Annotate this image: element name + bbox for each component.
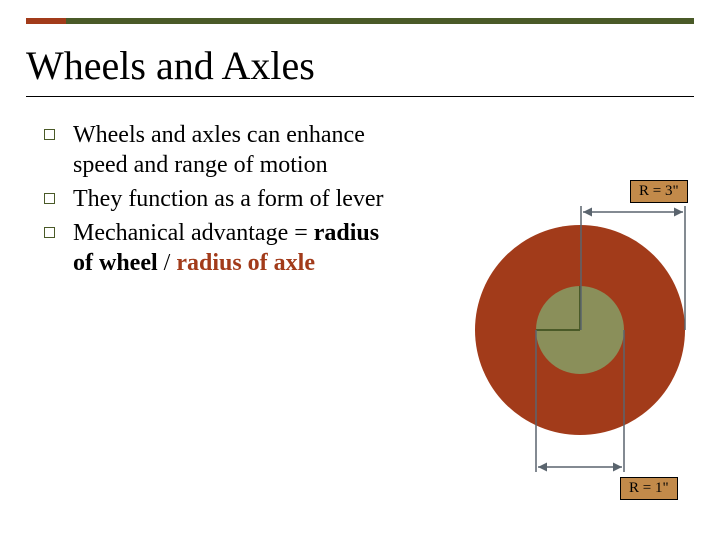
bullet-list: Wheels and axles can enhance speed and r… xyxy=(44,120,404,282)
wheel-axle-diagram: R = 3" R = 1" xyxy=(430,150,710,510)
title-underline xyxy=(26,96,694,97)
page-title: Wheels and Axles xyxy=(26,42,315,89)
list-item: Mechanical advantage = radius of wheel /… xyxy=(44,218,404,278)
diagram-svg xyxy=(430,150,710,510)
list-item: Wheels and axles can enhance speed and r… xyxy=(44,120,404,180)
bullet-text: Wheels and axles can enhance speed and r… xyxy=(73,120,404,180)
bullet-icon xyxy=(44,227,55,238)
bullet-text: They function as a form of lever xyxy=(73,184,384,214)
list-item: They function as a form of lever xyxy=(44,184,404,214)
bullet-text-ma: Mechanical advantage = radius of wheel /… xyxy=(73,218,404,278)
bullet-icon xyxy=(44,193,55,204)
ma-prefix: Mechanical advantage = xyxy=(73,220,314,246)
label-r1: R = 1" xyxy=(620,477,678,500)
ma-sep: / xyxy=(158,250,177,276)
header-rule xyxy=(26,18,694,24)
bullet-icon xyxy=(44,129,55,140)
label-r3: R = 3" xyxy=(630,180,688,203)
ma-axle: radius of axle xyxy=(176,250,315,276)
header-rule-accent xyxy=(26,18,66,24)
